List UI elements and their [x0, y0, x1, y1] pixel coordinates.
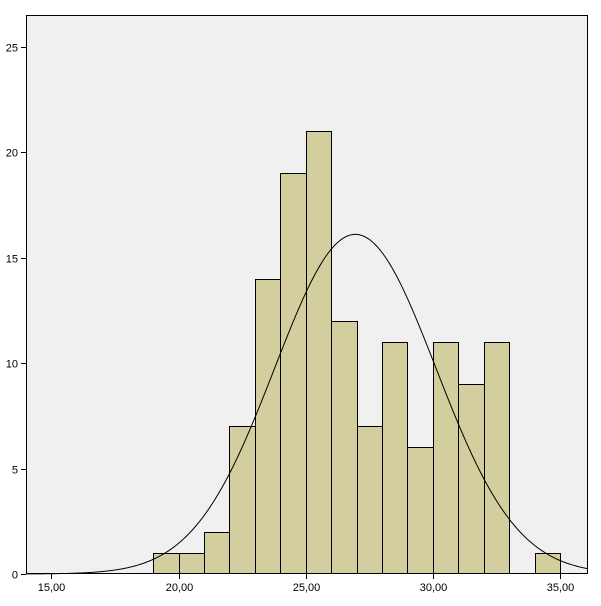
- y-tick-label-0: 0: [12, 570, 18, 582]
- y-tick-label-4: 20: [6, 148, 18, 160]
- histogram-bar-2: [204, 532, 230, 574]
- x-tick-label-4: 35,00: [547, 582, 575, 594]
- histogram-bar-8: [357, 426, 383, 574]
- histogram-bar-12: [458, 384, 485, 574]
- histogram-bar-0: [153, 553, 180, 574]
- histogram-bar-9: [382, 342, 408, 574]
- histogram-bars: [153, 131, 561, 574]
- histogram-bar-13: [484, 342, 510, 574]
- x-axis: 15,00 20,00 25,00 30,00 35,00: [38, 574, 575, 594]
- histogram-bar-1: [179, 553, 205, 574]
- x-tick-label-3: 30,00: [420, 582, 448, 594]
- histogram-bar-6: [306, 131, 332, 574]
- histogram-bar-3: [229, 426, 256, 574]
- x-tick-label-1: 20,00: [166, 582, 194, 594]
- y-tick-label-3: 15: [6, 254, 18, 266]
- histogram-bar-7: [331, 321, 358, 574]
- normal-curve: [25, 233, 589, 575]
- y-tick-label-5: 25: [6, 43, 18, 55]
- x-tick-label-2: 25,00: [293, 582, 321, 594]
- y-axis: 0 5 10 15 20 25: [6, 43, 26, 582]
- plot-frame: [26, 15, 588, 574]
- histogram-bar-10: [407, 447, 434, 574]
- histogram-bar-14: [535, 553, 561, 574]
- histogram-bar-4: [255, 279, 281, 574]
- y-tick-label-2: 10: [6, 359, 18, 371]
- histogram-bar-11: [433, 342, 459, 574]
- histogram-bar-5: [280, 173, 307, 574]
- y-tick-label-1: 5: [12, 465, 18, 477]
- x-tick-label-0: 15,00: [38, 582, 66, 594]
